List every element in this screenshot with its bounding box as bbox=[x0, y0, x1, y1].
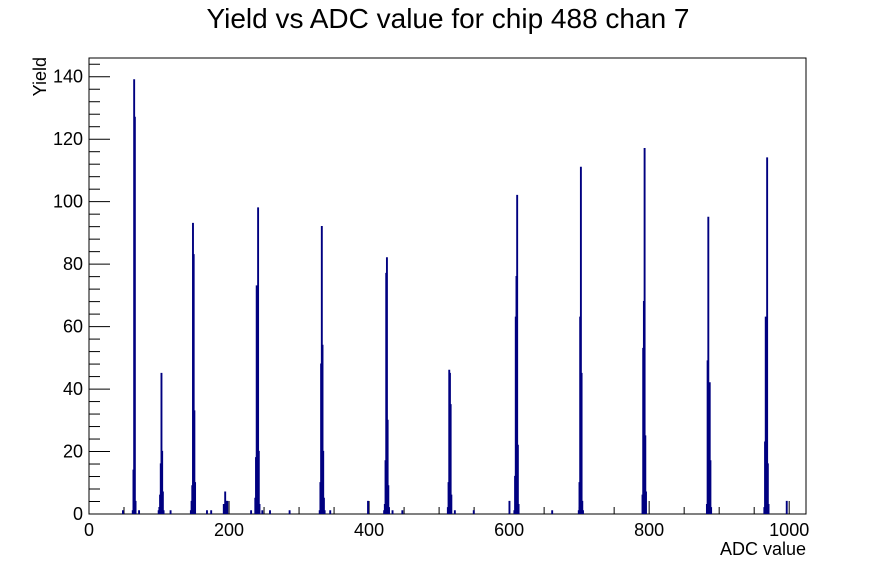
histogram-bin bbox=[581, 500, 584, 514]
histogram-bin bbox=[210, 510, 213, 514]
histogram-bin bbox=[710, 507, 713, 514]
histogram-bin bbox=[582, 510, 584, 514]
histogram-bin bbox=[450, 494, 453, 514]
histogram-bin bbox=[122, 510, 124, 514]
histogram-bin bbox=[644, 435, 647, 514]
histogram-bin bbox=[257, 450, 260, 514]
plot-area: 0 200 400 600 800 1000 0 20 40 60 80 100 120 140 bbox=[53, 57, 809, 540]
histogram-bin bbox=[785, 500, 788, 514]
histogram-bin bbox=[709, 460, 712, 514]
histogram-bin bbox=[323, 510, 326, 514]
histogram-bin bbox=[288, 510, 291, 514]
histogram-bin bbox=[206, 510, 208, 514]
histogram-bin bbox=[162, 510, 165, 514]
x-tick-label: 800 bbox=[634, 520, 664, 540]
histogram-bin bbox=[160, 372, 163, 514]
histogram-bin bbox=[580, 372, 583, 514]
y-tick-label: 20 bbox=[63, 442, 83, 462]
y-tick-label: 100 bbox=[53, 192, 83, 212]
histogram-bin bbox=[161, 450, 164, 514]
histogram-bin bbox=[134, 500, 137, 514]
histogram-bin bbox=[516, 194, 519, 514]
x-tick-label: 200 bbox=[214, 520, 244, 540]
histogram-bin bbox=[643, 147, 646, 514]
histogram-bin bbox=[224, 500, 227, 514]
histogram-bin bbox=[257, 207, 260, 514]
y-tick-label: 0 bbox=[73, 504, 83, 524]
histogram-bin bbox=[401, 510, 404, 514]
histogram-bin bbox=[222, 504, 225, 514]
histogram-bin bbox=[258, 504, 261, 514]
histogram-bin bbox=[387, 485, 390, 514]
x-tick-label: 400 bbox=[354, 520, 384, 540]
histogram-bin bbox=[367, 500, 369, 514]
chart-title: Yield vs ADC value for chip 488 chan 7 bbox=[206, 3, 689, 34]
histogram-bin bbox=[508, 500, 511, 514]
histogram-bin bbox=[388, 507, 390, 514]
y-axis-label: Yield bbox=[30, 57, 50, 96]
x-axis-label: ADC value bbox=[720, 539, 806, 559]
histogram-bin bbox=[138, 510, 141, 514]
histogram-bin bbox=[169, 510, 172, 514]
x-tick-label: 1000 bbox=[769, 520, 809, 540]
histogram-bin bbox=[449, 404, 452, 514]
x-tick-label: 600 bbox=[494, 520, 524, 540]
histogram-bin bbox=[261, 510, 264, 514]
histogram-bin bbox=[472, 510, 475, 514]
histogram-bin bbox=[453, 510, 456, 514]
y-tick-label: 120 bbox=[53, 129, 83, 149]
histogram-bin bbox=[645, 491, 647, 514]
histogram-bin bbox=[194, 482, 197, 514]
x-tick-label: 0 bbox=[84, 520, 94, 540]
histogram-bin bbox=[193, 410, 196, 514]
histogram-bin bbox=[161, 491, 164, 514]
y-tick-label: 80 bbox=[63, 254, 83, 274]
histogram-bin bbox=[192, 254, 195, 514]
histogram-bin bbox=[250, 510, 253, 514]
histogram-bin bbox=[226, 500, 229, 514]
histogram-bin bbox=[386, 419, 389, 514]
histogram-bin bbox=[391, 510, 394, 514]
histogram-bin bbox=[322, 450, 325, 514]
histogram-bin bbox=[133, 116, 136, 514]
histogram-bin bbox=[707, 216, 710, 514]
histogram-bin bbox=[708, 382, 711, 514]
histogram-bin bbox=[766, 157, 769, 514]
histogram-bin bbox=[269, 510, 271, 514]
y-tick-label: 140 bbox=[53, 67, 83, 87]
histogram-bin bbox=[322, 497, 325, 514]
histogram-bin bbox=[517, 504, 520, 514]
plot-frame bbox=[88, 57, 807, 515]
histogram-bin bbox=[516, 444, 519, 514]
histogram-bin bbox=[766, 463, 769, 514]
y-tick-label: 40 bbox=[63, 379, 83, 399]
histogram-bin bbox=[579, 166, 582, 514]
histogram-bin bbox=[321, 344, 324, 514]
histogram-bin bbox=[767, 504, 770, 514]
histogram-bin bbox=[329, 510, 332, 514]
histogram-bin bbox=[385, 257, 388, 514]
y-tick-label: 60 bbox=[63, 317, 83, 337]
histogram-bin bbox=[551, 510, 554, 514]
